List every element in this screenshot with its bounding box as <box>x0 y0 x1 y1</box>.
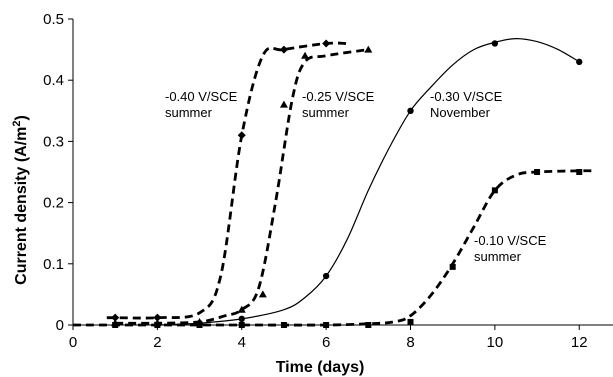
y-axis-title-main: Current density (A/m <box>13 127 30 285</box>
y-tick-label: 0 <box>56 317 64 334</box>
y-axis-title-end: ) <box>13 115 30 120</box>
data-point <box>364 45 373 53</box>
data-point <box>238 315 245 323</box>
data-point <box>491 40 499 47</box>
data-point <box>534 169 541 175</box>
data-point <box>576 169 583 175</box>
data-point <box>280 322 287 328</box>
data-point <box>301 51 310 59</box>
data-point <box>322 39 331 48</box>
data-point <box>365 322 372 328</box>
series-line <box>115 48 369 325</box>
series-label-line1: -0.10 V/SCE <box>474 233 547 248</box>
data-point <box>322 272 330 280</box>
x-tick-label: 0 <box>69 334 77 351</box>
x-tick-label: 8 <box>406 334 414 351</box>
series-3 <box>154 37 583 329</box>
series-line <box>106 41 348 320</box>
data-point <box>279 45 288 54</box>
series-1 <box>106 39 348 322</box>
series-label-line1: -0.40 V/SCE <box>165 89 238 104</box>
y-tick-label: 0.1 <box>43 256 64 273</box>
y-axis-title-superscript: 2 <box>11 120 23 126</box>
x-tick-label: 2 <box>153 334 161 351</box>
y-axis: 0 0.1 0.2 0.3 0.4 0.5 <box>43 11 74 334</box>
series-2 <box>111 45 373 327</box>
x-axis-title: Time (days) <box>276 359 365 376</box>
data-point <box>153 313 162 322</box>
series-label-line2: November <box>430 105 491 120</box>
series-label-line2: summer <box>474 249 522 264</box>
data-point <box>407 107 414 115</box>
x-tick-label: 10 <box>487 334 504 351</box>
x-tick-label: 6 <box>322 334 330 351</box>
y-tick-label: 0.3 <box>43 133 64 150</box>
data-point <box>407 318 414 325</box>
data-point <box>196 322 203 328</box>
data-point <box>112 322 119 328</box>
data-point <box>323 322 330 328</box>
data-point <box>491 187 498 194</box>
series-label-line1: -0.30 V/SCE <box>430 89 503 104</box>
series-layer <box>72 37 592 329</box>
x-tick-label: 12 <box>571 334 588 351</box>
data-point <box>279 100 288 108</box>
data-point <box>237 305 246 313</box>
y-tick-label: 0.2 <box>43 195 64 212</box>
series-4 <box>72 169 592 328</box>
y-tick-label: 0.4 <box>43 72 64 89</box>
data-point <box>449 263 456 270</box>
y-axis-title: Current density (A/m2) <box>11 115 30 285</box>
series-line <box>157 37 580 326</box>
data-point <box>576 58 583 66</box>
series-label-line2: summer <box>165 105 213 120</box>
data-point <box>238 322 245 328</box>
data-point <box>111 313 120 322</box>
data-point <box>237 131 246 140</box>
series-label-line1: -0.25 V/SCE <box>302 89 375 104</box>
data-point <box>154 322 161 328</box>
x-tick-label: 4 <box>238 334 246 351</box>
y-tick-label: 0.5 <box>43 11 64 28</box>
x-axis: 0 2 4 6 8 10 12 <box>69 324 613 351</box>
data-point <box>258 290 267 298</box>
series-label-line2: summer <box>302 105 350 120</box>
